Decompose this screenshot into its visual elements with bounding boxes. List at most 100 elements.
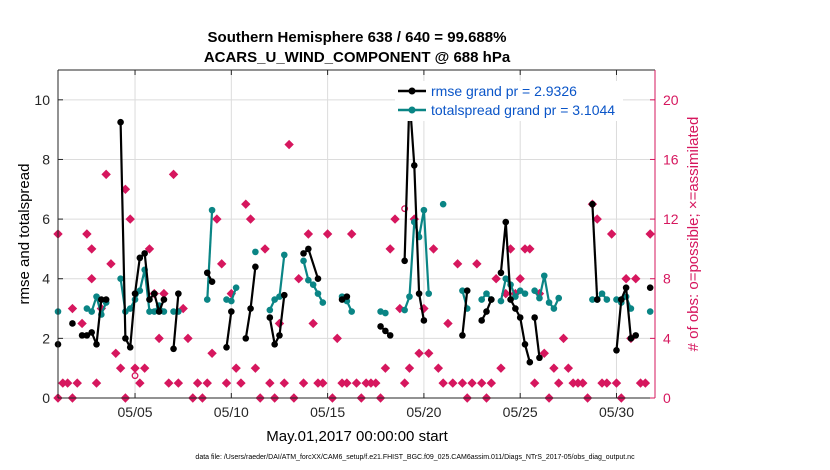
rmse-point [632,332,640,339]
rmse-point [497,269,505,277]
obs-assimilated-marker [332,333,342,344]
rmse-point [102,296,110,303]
totalspread-point [150,308,158,315]
totalspread-point [531,287,538,294]
obs-assimilated-marker [130,363,140,373]
totalspread-point [502,275,510,283]
rmse-point [410,162,418,169]
obs-assimilated-marker [115,363,126,373]
rmse-point [516,314,524,321]
rmse-line [461,290,469,336]
rmse-point [521,341,529,348]
totalspread-point [170,308,177,315]
x-tick-label: 05/05 [118,404,153,420]
obs-assimilated-marker [385,244,395,254]
x-tick-label: 05/15 [310,404,345,420]
x-axis-label: May.01,2017 00:00:00 start [266,428,448,445]
rmse-line [172,293,180,349]
obs-assimilated-marker [371,378,381,388]
totalspread-point [406,293,413,300]
rmse-point [208,278,216,286]
rmse-point [512,305,519,312]
rmse-point [536,354,543,362]
rmse-point [170,345,177,353]
obs-assimilated-marker [139,363,150,373]
rmse-point [502,218,510,226]
rmse-line [225,311,233,348]
rmse-point [131,290,139,297]
obs-assimilated-marker [308,318,318,329]
obs-assimilated-marker [173,378,184,388]
obs-assimilated-marker [457,378,468,388]
y-left-tick-label: 8 [42,151,50,167]
rmse-point [420,317,428,324]
rmse-point [488,296,495,303]
totalspread-point [300,257,307,265]
obs-assimilated-marker [168,169,179,180]
totalspread-point [348,308,355,315]
obs-possible-marker [401,205,409,213]
totalspread-point [382,309,389,317]
obs-assimilated-marker [549,363,559,373]
totalspread-point [309,281,317,288]
rmse-point [646,284,654,291]
totalspread-point [512,293,519,300]
obs-assimilated-marker [558,333,569,344]
totalspread-point [478,296,485,303]
obs-assimilated-marker [443,318,453,329]
obs-assimilated-marker [91,378,102,388]
obs-assimilated-marker [448,378,458,388]
rmse-line [591,204,599,300]
obs-assimilated-marker [529,378,540,388]
obs-assimilated-marker [260,244,270,254]
legend-rmse-label: rmse grand pr = 2.9326 [431,83,577,99]
y-right-tick-label: 0 [663,390,671,406]
obs-assimilated-marker [476,378,487,388]
rmse-point [622,284,630,291]
totalspread-point [93,293,100,300]
rmse-point [478,317,485,324]
obs-assimilated-marker [164,378,174,388]
rmse-line [268,294,286,346]
obs-assimilated-marker [159,288,169,299]
y-right-tick-label: 16 [663,151,679,167]
totalspread-point [555,294,563,302]
obs-assimilated-marker [303,229,314,239]
rmse-point [122,335,129,342]
totalspread-point [117,275,124,283]
obs-assimilated-marker [390,214,400,224]
rmse-point [338,296,346,303]
rmse-line [244,266,257,339]
obs-assimilated-marker [631,274,641,284]
totalspread-point [425,290,433,297]
totalspread-point [88,308,96,315]
totalspread-point [401,306,408,314]
legend-rmse-marker [408,87,416,95]
rmse-point [276,332,283,339]
rmse-point [117,118,124,126]
obs-assimilated-marker [424,348,434,358]
obs-assimilated-marker [428,244,439,254]
rmse-point [69,320,76,327]
rmse-point [305,245,312,253]
totalspread-point [439,200,447,208]
rmse-point [463,287,471,294]
rmse-point [401,257,408,265]
rmse-point [507,296,514,303]
rmse-point [593,296,601,303]
rmse-point [627,335,635,342]
obs-assimilated-marker [318,378,328,388]
totalspread-point [536,294,543,302]
rmse-point [146,296,153,303]
obs-assimilated-marker [86,274,97,284]
totalspread-point [589,296,596,303]
obs-assimilated-marker [106,259,116,269]
rmse-point [155,308,163,315]
obs-assimilated-marker [207,348,217,358]
rmse-point [314,275,322,283]
totalspread-point [83,305,91,312]
totalspread-point [420,206,428,214]
y-axis-right-label: # of obs: o=possible; ×=assimilated [685,117,702,352]
totalspread-point [314,290,322,297]
totalspread-point [483,290,490,297]
